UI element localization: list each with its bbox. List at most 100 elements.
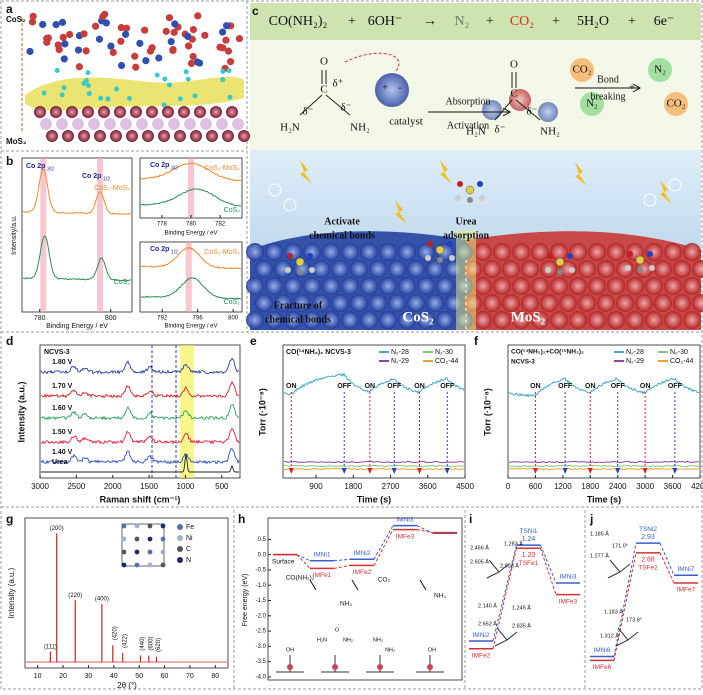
atom [54, 41, 62, 49]
atom [189, 25, 197, 34]
charge-cyan [192, 93, 198, 99]
lightning [575, 162, 587, 186]
charge-cyan [61, 85, 67, 91]
label: IMNi7 [678, 566, 695, 573]
bubble [643, 193, 657, 207]
spectrum [40, 380, 240, 399]
surface-atom [398, 311, 416, 329]
surface-atom [683, 311, 701, 329]
crystal-atom [121, 523, 127, 529]
surface-atom [626, 311, 644, 329]
scene [246, 52, 703, 330]
atom [88, 118, 100, 130]
label: 6e⁻ [654, 14, 675, 29]
equation-band [250, 3, 701, 40]
label: CO₂ [666, 98, 685, 110]
plot-frame [267, 517, 463, 681]
atom [58, 18, 67, 26]
label: O [335, 627, 340, 633]
atom [34, 106, 46, 118]
surface-atom [645, 243, 663, 261]
surface-atom [493, 243, 511, 261]
charge-cyan [161, 102, 167, 108]
crystal-atom [147, 523, 153, 529]
surface-atom [331, 260, 349, 278]
label: CoS₂-MoS₂ [204, 165, 240, 172]
x-tick-label: 800 [228, 316, 239, 322]
atom [170, 28, 178, 36]
surface-atom [284, 311, 302, 329]
surface-atom [512, 311, 530, 329]
atom [39, 20, 47, 29]
surface-atom [607, 277, 625, 295]
legend-dot [177, 524, 183, 530]
surface-atom [369, 294, 387, 312]
molecule-atom [425, 255, 431, 261]
spectrum [40, 447, 240, 465]
label: (420) [112, 626, 118, 640]
spectrum [140, 188, 242, 207]
label: + [552, 14, 560, 29]
charge-cyan [162, 76, 168, 82]
atom [52, 21, 60, 29]
surface-atom [493, 311, 511, 329]
label: N₂ [654, 64, 666, 76]
label: OFF [387, 383, 402, 390]
surface-atom [607, 243, 625, 261]
label: 2θ (°) [117, 681, 137, 690]
atom [99, 13, 107, 21]
x-tick-label: 60 [161, 673, 169, 680]
x-tick-label: 800 [105, 315, 117, 322]
label: Torr (·10⁻⁸) [482, 388, 492, 436]
surface-atom [673, 294, 691, 312]
label: breaking [591, 91, 626, 102]
label: CoS₂ [114, 279, 131, 286]
spectrum [140, 277, 242, 300]
x-tick-label: 2400 [609, 482, 627, 491]
molecule-atom [545, 267, 551, 273]
label: 2.68 [641, 557, 655, 564]
label: g [6, 512, 13, 526]
label: N₂-29 [626, 358, 644, 365]
surface-atom [407, 294, 425, 312]
spectrum [40, 427, 240, 445]
spectrum [40, 357, 240, 375]
surface-atom [692, 260, 703, 278]
label: Binding Energy / eV [46, 323, 108, 330]
arrow-head [341, 468, 347, 474]
molecule-atom [649, 265, 655, 271]
surface-atom [436, 311, 454, 329]
highlight [97, 158, 104, 312]
label: 1.312 Å [600, 632, 619, 639]
surface-atom [341, 311, 359, 329]
signal [509, 467, 700, 471]
atom [120, 118, 132, 130]
label: b [6, 154, 13, 168]
surface-atom [597, 294, 615, 312]
atom [40, 118, 52, 130]
label: N₂-30 [670, 349, 688, 356]
surface-atom [578, 294, 596, 312]
surface-atom [407, 260, 425, 278]
atom [165, 14, 174, 22]
arrow-head [562, 468, 568, 474]
surface-atom [692, 294, 703, 312]
lightning [300, 160, 312, 184]
highlight [185, 242, 192, 312]
charge-cyan [86, 91, 92, 97]
label: CO₂ [378, 577, 391, 584]
atom [222, 130, 234, 142]
label: 2.93 [641, 534, 655, 541]
crystal-atom [160, 523, 166, 529]
spectrum [140, 162, 242, 182]
surface-atom [341, 243, 359, 261]
surface-atom [683, 243, 701, 261]
label: f [474, 334, 479, 348]
surface-atom [531, 277, 549, 295]
arrow-head [587, 468, 593, 474]
label: NH₂ [385, 647, 395, 653]
label: (111) [44, 644, 57, 650]
